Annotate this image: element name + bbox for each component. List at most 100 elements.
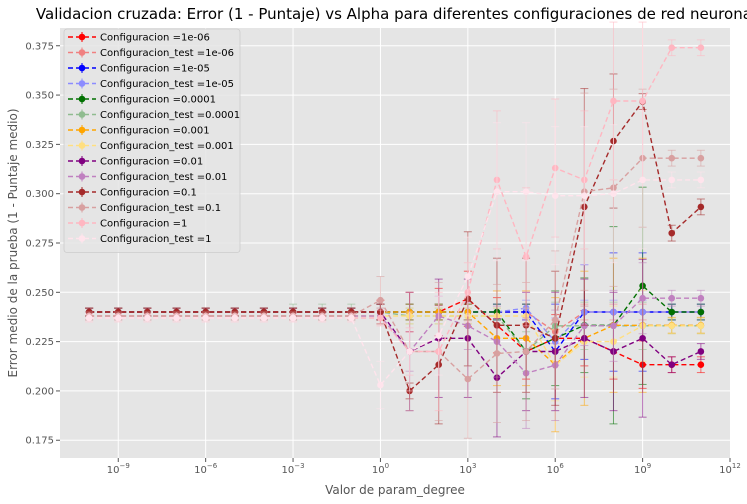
- legend-entry: Configuracion =0.001: [68, 125, 210, 137]
- legend-entry: Configuracion_test =1e-06: [68, 47, 234, 59]
- x-tick-label: 109: [634, 462, 651, 476]
- data-point: [639, 176, 646, 184]
- data-point: [377, 381, 384, 389]
- data-point: [464, 273, 472, 280]
- data-point: [522, 188, 530, 196]
- y-tick-label: 0.350: [25, 91, 54, 102]
- data-point: [697, 154, 705, 162]
- legend-marker: [78, 157, 86, 165]
- legend-label: Configuracion =1e-06: [100, 33, 210, 44]
- data-point: [697, 176, 705, 184]
- x-tick-label: 10−6: [194, 462, 218, 476]
- legend-marker: [78, 219, 86, 227]
- x-axis-label: Valor de param_degree: [325, 483, 465, 497]
- x-tick-label: 106: [547, 462, 565, 476]
- series-line: [89, 315, 701, 367]
- series-line: [89, 311, 701, 353]
- data-point: [493, 350, 501, 357]
- legend-entry: Configuracion =0.01: [68, 156, 203, 168]
- data-point: [668, 308, 676, 316]
- data-point: [348, 314, 355, 322]
- legend-entry: Configuracion =0.1: [68, 187, 197, 199]
- data-point: [85, 314, 93, 322]
- legend-entry: Configuracion_test =1e-05: [68, 78, 234, 90]
- data-point: [231, 314, 239, 322]
- legend-marker: [78, 235, 86, 242]
- x-tick-label: 1012: [719, 462, 741, 476]
- series-line: [89, 47, 701, 353]
- data-point: [144, 314, 151, 322]
- data-point: [697, 44, 705, 52]
- data-point: [610, 97, 617, 105]
- legend-entry: Configuracion =0.0001: [68, 94, 216, 106]
- legend-label: Configuracion_test =1: [100, 234, 212, 245]
- series-layer: [85, 21, 705, 439]
- data-point: [202, 314, 209, 322]
- data-point: [697, 294, 705, 302]
- legend-marker: [78, 142, 86, 149]
- data-point: [639, 294, 646, 302]
- data-point: [697, 322, 705, 330]
- data-point: [289, 314, 297, 322]
- data-point: [668, 322, 676, 330]
- data-point: [697, 348, 705, 355]
- legend-marker: [78, 33, 86, 41]
- legend-marker: [78, 126, 86, 134]
- legend-entry: Configuracion_test =0.01: [68, 171, 227, 183]
- data-point: [581, 192, 588, 199]
- y-tick-label: 0.375: [25, 41, 54, 52]
- legend-label: Configuracion_test =0.1: [100, 203, 221, 214]
- y-tick-label: 0.325: [25, 140, 54, 151]
- legend-marker: [78, 80, 86, 87]
- series-13: [85, 110, 705, 410]
- data-point: [493, 188, 501, 196]
- legend-entry: Configuracion_test =0.0001: [68, 109, 240, 121]
- y-tick-label: 0.250: [25, 288, 54, 299]
- data-point: [173, 314, 180, 322]
- data-point: [668, 229, 676, 237]
- data-point: [668, 154, 676, 162]
- legend-label: Configuracion =0.0001: [100, 95, 216, 106]
- x-tick-label: 100: [372, 462, 389, 476]
- legend-entry: Configuracion =1e-05: [68, 63, 210, 75]
- series-line: [89, 311, 702, 379]
- y-tick-label: 0.225: [25, 337, 54, 348]
- data-point: [668, 294, 676, 302]
- legend-entry: Configuracion_test =0.001: [68, 140, 234, 152]
- legend-marker: [78, 95, 86, 103]
- legend-marker: [78, 49, 86, 56]
- legend-entry: Configuracion_test =1: [68, 233, 212, 245]
- y-tick-label: 0.275: [25, 239, 54, 250]
- legend: Configuracion =1e-06 Configuracion_test =…: [63, 28, 241, 253]
- legend-marker: [78, 64, 86, 72]
- data-point: [668, 176, 676, 184]
- legend-entry: Configuracion =1e-06: [68, 32, 210, 44]
- legend-label: Configuracion_test =0.0001: [100, 110, 240, 121]
- legend-marker: [78, 188, 86, 196]
- data-point: [464, 375, 472, 383]
- data-point: [260, 314, 268, 322]
- legend-entry: Configuracion_test =0.1: [68, 202, 221, 214]
- legend-label: Configuracion =1: [100, 219, 187, 230]
- data-point: [318, 314, 326, 322]
- legend-label: Configuracion_test =0.01: [100, 172, 227, 183]
- data-point: [610, 190, 617, 197]
- grid: [60, 28, 730, 458]
- data-point: [406, 348, 413, 355]
- data-point: [581, 322, 588, 330]
- legend-label: Configuracion =0.001: [100, 126, 210, 137]
- x-tick-label: 103: [459, 462, 476, 476]
- data-point: [114, 314, 122, 322]
- y-tick-label: 0.200: [25, 386, 54, 397]
- data-point: [610, 322, 617, 330]
- y-tick-label: 0.175: [25, 436, 54, 447]
- data-point: [639, 97, 646, 105]
- legend-label: Configuracion_test =1e-06: [100, 48, 234, 59]
- series-line: [89, 311, 701, 366]
- series-line: [89, 157, 701, 381]
- legend-label: Configuracion =0.01: [100, 157, 203, 168]
- data-point: [697, 361, 705, 369]
- y-tick-label: 0.300: [25, 189, 54, 200]
- data-point: [668, 44, 676, 52]
